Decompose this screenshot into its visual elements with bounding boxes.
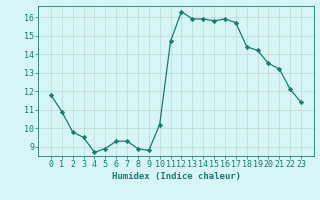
X-axis label: Humidex (Indice chaleur): Humidex (Indice chaleur) (111, 172, 241, 181)
